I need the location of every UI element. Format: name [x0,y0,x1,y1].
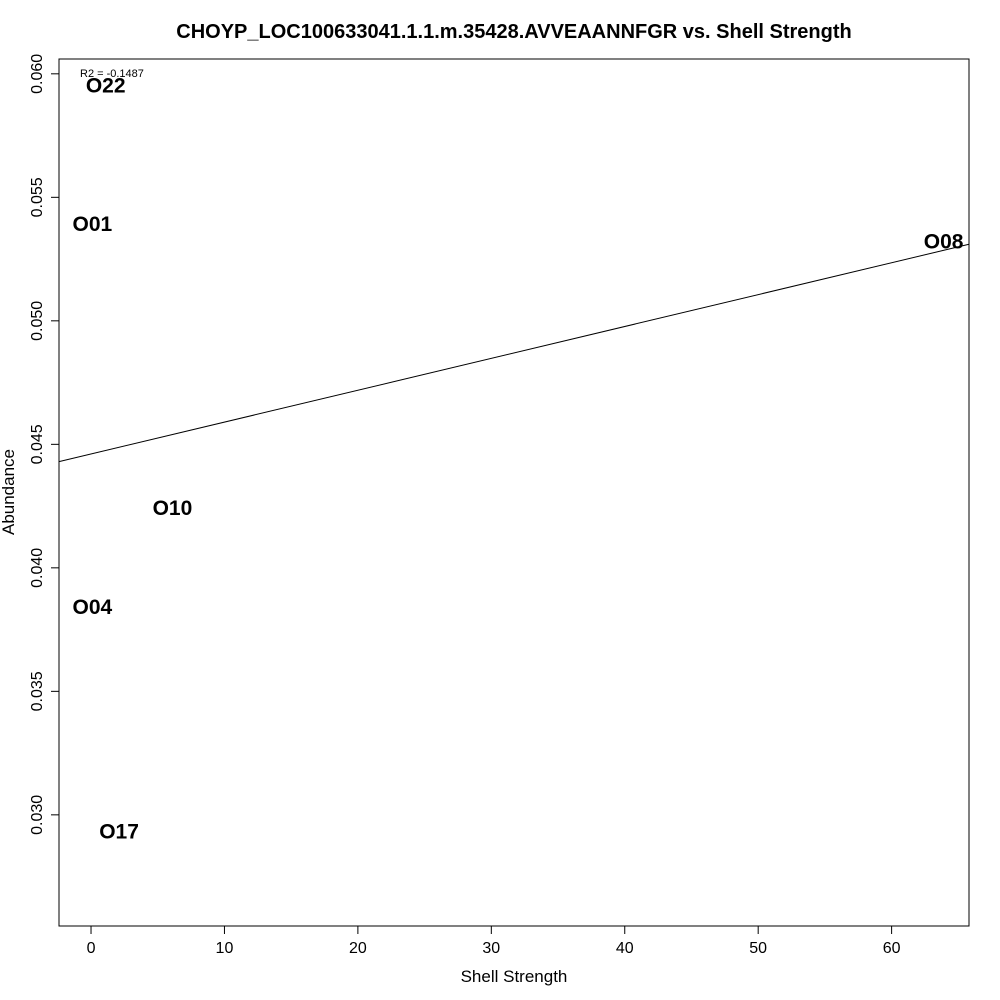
regression-line [59,244,969,461]
chart-title: CHOYP_LOC100633041.1.1.m.35428.AVVEAANNF… [176,21,851,43]
x-tick-label: 30 [482,940,500,957]
x-tick-label: 20 [349,940,367,957]
x-tick-label: 40 [616,940,634,957]
data-point-label: O10 [153,497,193,520]
data-point-label: O01 [73,213,113,236]
x-tick-label: 60 [883,940,901,957]
y-tick-label: 0.055 [29,177,46,217]
plot-frame [59,59,969,926]
y-tick-label: 0.035 [29,671,46,711]
y-tick-label: 0.060 [29,54,46,94]
y-tick-label: 0.040 [29,548,46,588]
x-tick-label: 10 [216,940,234,957]
regression-line-group [59,244,969,461]
y-tick-label: 0.030 [29,795,46,835]
y-axis-label: Abundance [0,449,18,535]
r2-annotation: R2 = -0.1487 [80,68,144,80]
data-point-label: O04 [73,596,113,619]
y-tick-label: 0.045 [29,424,46,464]
x-tick-label: 0 [87,940,96,957]
data-point-label: O08 [924,230,964,253]
x-axis-label: Shell Strength [461,967,568,986]
y-axis: 0.030 0.035 0.040 0.045 0.050 0.055 0.060 [29,54,59,835]
x-axis: 0 10 20 30 40 50 60 [87,926,901,957]
data-point-label: O17 [99,821,139,844]
y-tick-label: 0.050 [29,301,46,341]
x-tick-label: 50 [749,940,767,957]
